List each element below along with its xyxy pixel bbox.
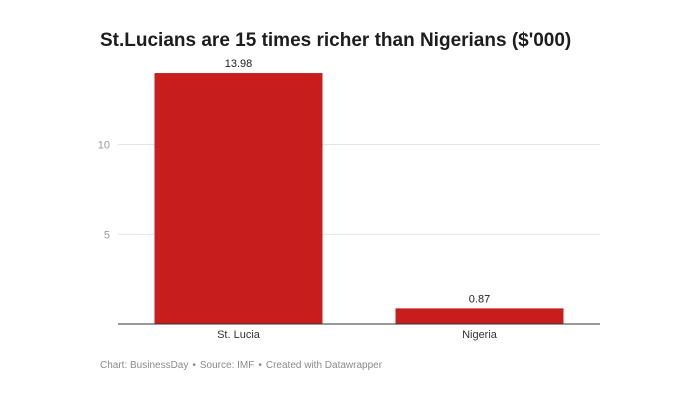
x-category-label: Nigeria (462, 329, 498, 341)
chart-footer: Chart: BusinessDay • Source: IMF • Created w… (100, 360, 382, 371)
y-tick-label: 5 (104, 229, 110, 241)
footer-separator: • (258, 360, 262, 371)
bars (154, 73, 564, 325)
y-tick-label: 10 (98, 140, 110, 152)
chart-title: St.Lucians are 15 times richer than Nige… (100, 30, 572, 51)
footer-source: Source: IMF (199, 360, 255, 371)
bar-value-label: 13.98 (225, 58, 253, 70)
bar-nigeria (395, 308, 564, 324)
footer-credit: Chart: BusinessDay (100, 360, 189, 371)
footer-separator: • (192, 360, 196, 371)
labels: 5 10 13.98 St. Lucia 0.87 Nigeria (98, 58, 498, 341)
bar-st-lucia (154, 73, 323, 325)
x-category-label: St. Lucia (217, 329, 261, 341)
footer-tool: Created with Datawrapper (265, 360, 383, 371)
bar-value-label: 0.87 (469, 293, 490, 305)
